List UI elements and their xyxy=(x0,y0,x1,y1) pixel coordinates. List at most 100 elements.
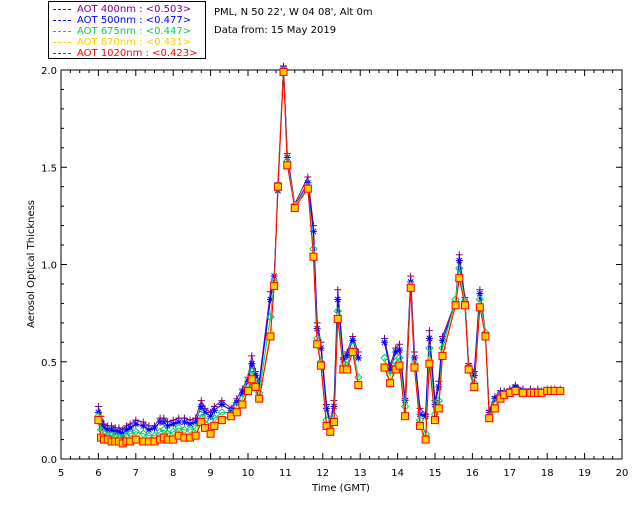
data-point xyxy=(425,327,433,335)
legend-label: AOT 400nm : <0.503> xyxy=(77,4,192,15)
data-point xyxy=(334,296,342,304)
data-point xyxy=(455,257,463,265)
data-point xyxy=(131,435,140,444)
x-tick-label: 9 xyxy=(207,468,213,479)
legend: AOT 400nm : <0.503> AOT 500nm : <0.477> AO… xyxy=(48,1,206,59)
data-point xyxy=(392,348,400,356)
data-point xyxy=(431,416,439,425)
data-point xyxy=(255,394,264,403)
data-point xyxy=(343,365,352,374)
data-point xyxy=(416,410,424,418)
data-point xyxy=(191,431,200,440)
legend-label: AOT 870nm : <0.431> xyxy=(77,37,192,48)
data-point xyxy=(518,388,527,397)
x-tick-label: 15 xyxy=(429,468,442,479)
data-point xyxy=(227,406,235,414)
data-point xyxy=(122,426,130,434)
data-point xyxy=(175,418,183,426)
data-point xyxy=(316,361,325,370)
data-point xyxy=(435,383,443,391)
data-point xyxy=(386,379,395,388)
series-line xyxy=(97,69,359,439)
series-1 xyxy=(94,64,564,438)
data-point xyxy=(438,351,447,360)
data-point xyxy=(217,416,226,425)
data-point xyxy=(395,361,404,370)
data-point xyxy=(151,424,158,432)
y-tick-label: 1.5 xyxy=(41,163,57,174)
data-point xyxy=(395,340,403,348)
data-point xyxy=(425,334,433,342)
site-label: PML, N 50 22', W 04 08', Alt 0m xyxy=(214,7,373,18)
data-point xyxy=(266,312,275,322)
legend-swatch xyxy=(53,8,71,10)
data-point xyxy=(303,184,312,193)
data-point xyxy=(395,346,403,354)
series-line xyxy=(97,68,359,435)
data-point xyxy=(326,427,335,436)
data-point xyxy=(343,352,351,360)
data-point xyxy=(160,418,168,426)
data-point xyxy=(556,386,565,395)
data-point xyxy=(197,397,205,405)
data-point xyxy=(475,303,484,312)
data-point xyxy=(333,306,342,316)
data-point xyxy=(210,421,219,430)
data-point xyxy=(410,363,419,372)
y-tick-label: 0.0 xyxy=(41,455,57,466)
y-tick-label: 0.5 xyxy=(41,358,57,369)
x-tick-label: 16 xyxy=(466,468,479,479)
data-point xyxy=(247,375,256,384)
data-point xyxy=(438,336,446,344)
x-tick-label: 12 xyxy=(316,468,329,479)
series-4 xyxy=(94,67,565,448)
data-point xyxy=(115,428,123,436)
data-point xyxy=(192,418,200,426)
legend-item: AOT 1020nm : <0.423> xyxy=(53,48,197,59)
data-point xyxy=(279,67,288,76)
data-point xyxy=(200,423,209,432)
data-point xyxy=(266,332,275,341)
data-point xyxy=(434,404,443,413)
legend-swatch xyxy=(53,52,71,54)
x-tick-label: 5 xyxy=(58,468,64,479)
legend-swatch xyxy=(53,19,71,21)
x-tick-label: 11 xyxy=(279,468,292,479)
data-point xyxy=(218,401,226,409)
x-tick-label: 14 xyxy=(391,468,404,479)
data-point xyxy=(244,386,252,395)
data-point xyxy=(323,404,331,412)
data-point xyxy=(416,421,425,430)
data-point xyxy=(406,283,415,292)
data-point xyxy=(197,410,206,419)
data-point xyxy=(132,420,140,428)
data-point xyxy=(107,426,115,434)
legend-label: AOT 675nm : <0.447> xyxy=(77,26,192,37)
data-point xyxy=(490,404,499,413)
data-point xyxy=(266,296,274,304)
legend-label: AOT 1020nm : <0.423> xyxy=(77,48,198,59)
series-2 xyxy=(94,65,565,442)
data-point xyxy=(421,435,430,444)
data-point xyxy=(169,420,177,428)
data-point xyxy=(168,427,178,436)
data-point xyxy=(334,286,342,294)
data-point xyxy=(485,414,494,423)
data-point xyxy=(380,363,389,372)
data-point xyxy=(422,412,430,420)
data-point xyxy=(313,340,322,349)
data-point xyxy=(217,408,227,417)
data-point xyxy=(283,161,292,170)
legend-item: AOT 870nm : <0.431> xyxy=(53,37,191,48)
data-point xyxy=(238,400,247,409)
data-point xyxy=(455,274,464,283)
plot-frame xyxy=(60,69,623,460)
data-point xyxy=(470,371,478,379)
series-line xyxy=(97,66,359,431)
x-tick-label: 6 xyxy=(95,468,101,479)
data-point xyxy=(104,426,112,434)
data-point xyxy=(309,227,317,235)
data-point xyxy=(201,408,209,416)
series-layer xyxy=(94,62,565,448)
